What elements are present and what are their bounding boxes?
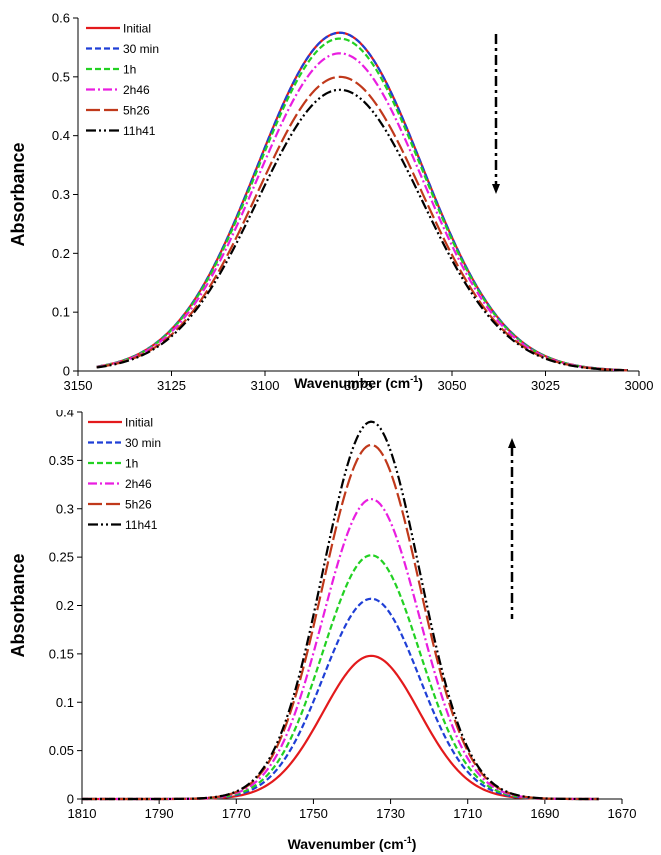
- top-legend-label: 11h41: [123, 124, 156, 138]
- top-legend-label: Initial: [123, 22, 151, 36]
- top-series-line-1h: [96, 37, 628, 372]
- top-series-line-2h46: [96, 52, 628, 372]
- top-y-tick-label: 0.5: [52, 69, 70, 84]
- top-x-tick-label: 3000: [625, 378, 654, 393]
- bottom-legend: Initial 30 min 1h 2h46 5h26 11h41: [88, 416, 161, 532]
- top-x-axis-title-sup: -1: [410, 374, 418, 384]
- bottom-series-line-30-min: [82, 597, 599, 801]
- bottom-x-axis-title-close: ): [412, 836, 417, 852]
- bottom-x-tick-label: 1690: [530, 806, 559, 821]
- top-y-tick-label: 0: [63, 364, 70, 379]
- bottom-y-tick-label: 0.05: [49, 743, 74, 758]
- bottom-x-tick-label: 1730: [376, 806, 405, 821]
- bottom-trend-arrow: [508, 438, 516, 619]
- bottom-y-axis-title: Absorbance: [8, 553, 28, 657]
- top-series-group: [96, 31, 628, 372]
- top-legend-label: 5h26: [123, 104, 150, 118]
- top-series-line-5h26: [96, 75, 628, 372]
- bottom-x-tick-label: 1710: [453, 806, 482, 821]
- bottom-series-line-5h26: [82, 443, 599, 801]
- top-x-axis-title-main: Wavenumber (cm: [294, 375, 410, 391]
- bottom-series-line-2h46: [82, 497, 599, 801]
- top-series-line-Initial: [96, 31, 628, 372]
- bottom-x-tick-label: 1810: [68, 806, 97, 821]
- top-y-tick-label: 0.1: [52, 305, 70, 320]
- bottom-y-tick-label: 0.25: [49, 550, 74, 565]
- top-x-tick-label: 3150: [64, 378, 93, 393]
- bottom-legend-label: Initial: [125, 416, 153, 430]
- bottom-series-group: [82, 420, 599, 801]
- top-trend-arrow-head: [492, 184, 500, 194]
- top-x-tick-label: 3050: [438, 378, 467, 393]
- bottom-x-axis-title-main: Wavenumber (cm: [288, 836, 404, 852]
- bottom-legend-label: 5h26: [125, 498, 152, 512]
- top-series-line-11h41: [96, 88, 628, 372]
- bottom-x-tick-label: 1770: [222, 806, 251, 821]
- bottom-x-tick-label: 1670: [608, 806, 637, 821]
- top-x-axis-title: Wavenumber (cm-1): [294, 374, 423, 391]
- bottom-y-tick-label: 0.15: [49, 646, 74, 661]
- top-x-tick-label: 3025: [531, 378, 560, 393]
- top-y-tick-label: 0.3: [52, 187, 70, 202]
- top-y-tick-label: 0.6: [52, 11, 70, 26]
- bottom-y-tick-label: 0: [67, 792, 74, 807]
- bottom-y-tick-label: 0.3: [56, 501, 74, 516]
- top-legend-label: 1h: [123, 63, 136, 77]
- bottom-trend-arrow-head: [508, 438, 516, 448]
- top-legend-label: 30 min: [123, 42, 159, 56]
- bottom-x-axis-title-sup: -1: [404, 835, 412, 845]
- bottom-legend-label: 30 min: [125, 436, 161, 450]
- top-y-tick-label: 0.4: [52, 128, 70, 143]
- chart-top-ch-stretch: 0 0.1 0.2 0.3 0.4 0.5 0.6 3150 3125 3100 3075 3050 3…: [8, 11, 654, 394]
- top-legend-label: 2h46: [123, 83, 150, 97]
- bottom-y-tick-label: 0.4: [56, 410, 74, 420]
- bottom-y-tick-label: 0.2: [56, 598, 74, 613]
- top-legend: Initial 30 min 1h 2h46 5h26 11h41: [86, 22, 159, 138]
- top-trend-arrow: [492, 34, 500, 194]
- bottom-legend-label: 2h46: [125, 477, 152, 491]
- bottom-series-line-1h: [82, 554, 599, 801]
- bottom-y-tick-label: 0.35: [49, 453, 74, 468]
- top-y-axis-title: Absorbance: [8, 142, 28, 246]
- chart-bottom-carbonyl: 0 0.05 0.1 0.15 0.2 0.25 0.3 0.35 0.4 1810 1790 177…: [8, 410, 637, 852]
- bottom-x-tick-label: 1750: [299, 806, 328, 821]
- bottom-series-line-11h41: [82, 420, 599, 801]
- bottom-y-tick-label: 0.1: [56, 695, 74, 710]
- top-series-line-30-min: [96, 31, 628, 372]
- top-x-tick-label: 3125: [157, 378, 186, 393]
- bottom-legend-label: 1h: [125, 457, 138, 471]
- bottom-x-axis-title: Wavenumber (cm-1): [288, 835, 417, 852]
- top-x-tick-label: 3075: [344, 378, 373, 393]
- top-x-tick-label: 3100: [251, 378, 280, 393]
- top-x-axis-title-close: ): [418, 375, 423, 391]
- bottom-x-tick-label: 1790: [145, 806, 174, 821]
- top-y-tick-label: 0.2: [52, 246, 70, 261]
- bottom-series-line-Initial: [82, 654, 599, 801]
- bottom-legend-label: 11h41: [125, 518, 158, 532]
